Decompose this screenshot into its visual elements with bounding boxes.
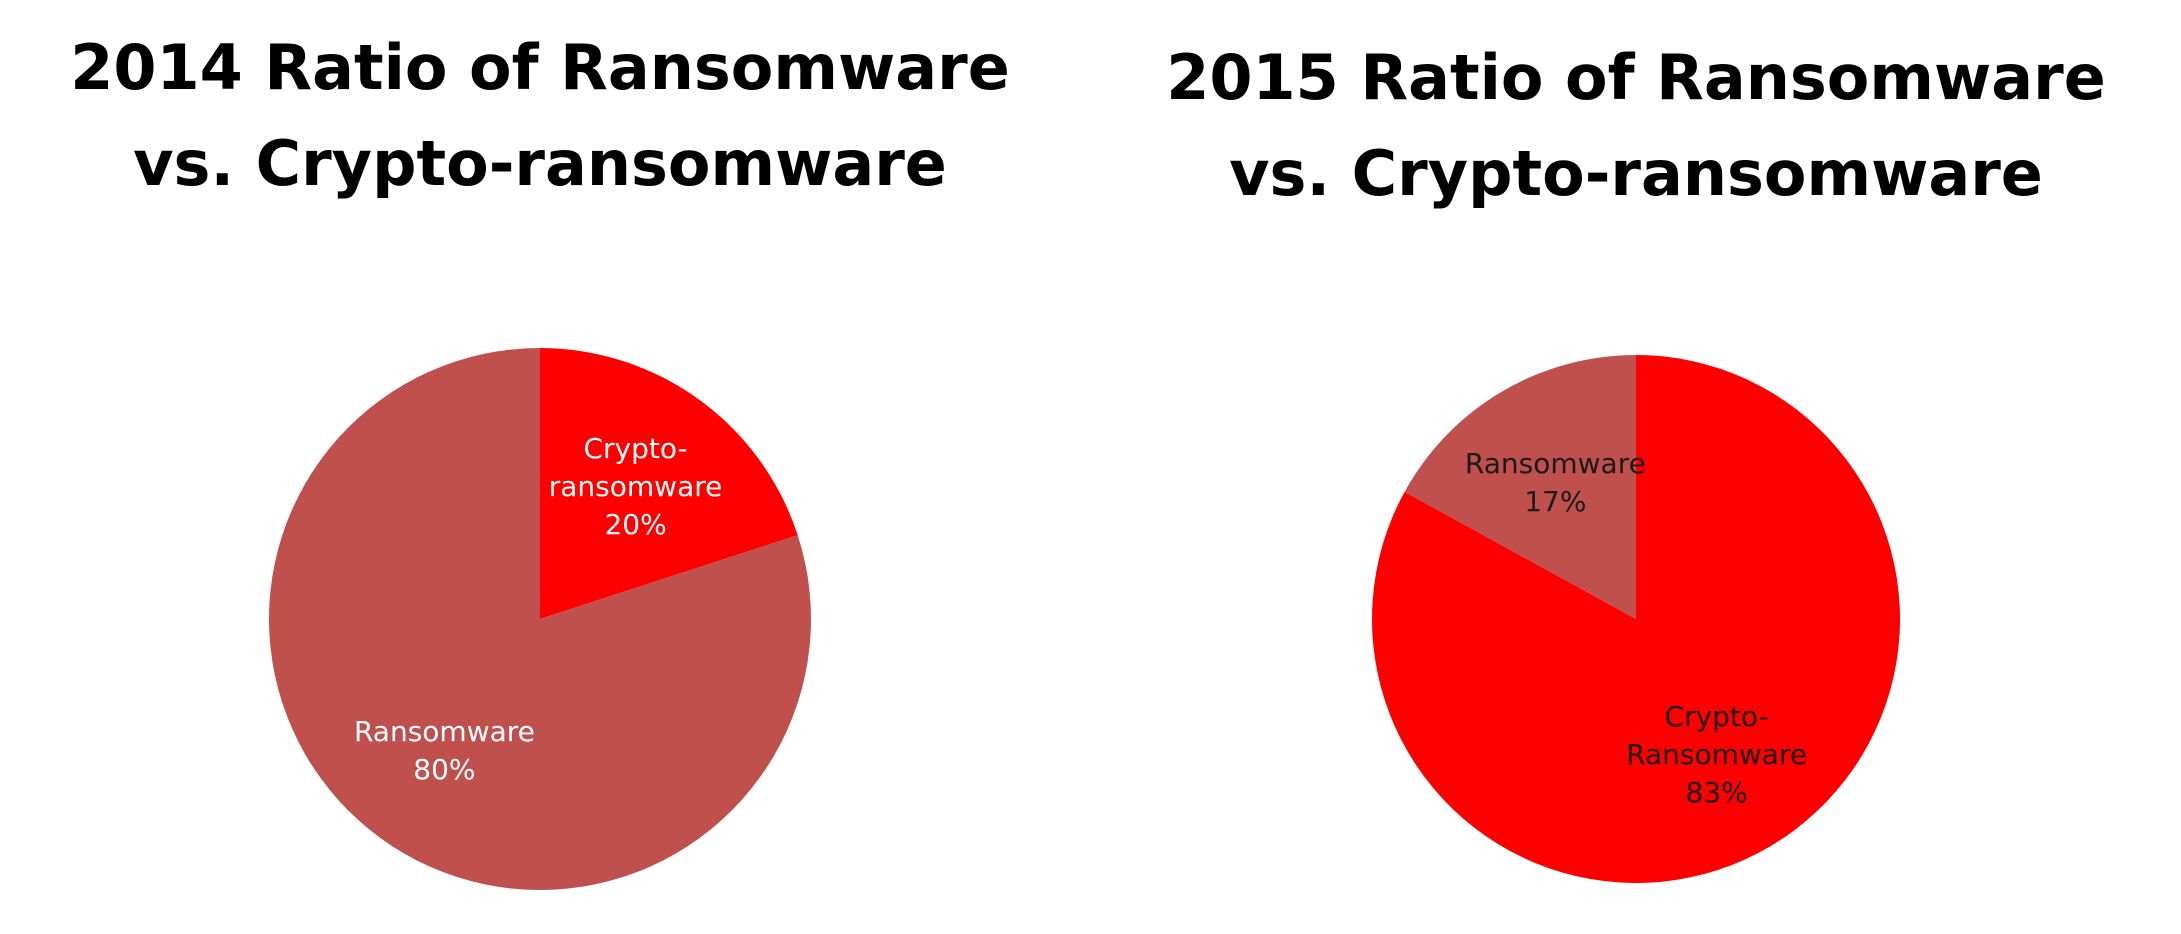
value-label: 83%: [1685, 776, 1748, 810]
category-label: Ransomware: [353, 714, 535, 748]
slice-label: Crypto-Ransomware 83%: [1622, 698, 1812, 812]
chart-title: 2015 Ratio of Ransomware vs. Crypto-rans…: [1166, 41, 2106, 210]
category-label: Ransomware: [1464, 446, 1646, 480]
value-label: 17%: [1524, 484, 1587, 518]
category-label: Crypto-Ransomware: [1626, 700, 1808, 772]
category-label: Crypto-ransomware: [548, 432, 723, 504]
value-label: 80%: [413, 752, 476, 786]
slice-label: Ransomware 17%: [1460, 445, 1650, 521]
pie-slice: [268, 348, 812, 890]
pie-slice: [540, 348, 798, 619]
slice-label: Ransomware 80%: [349, 713, 539, 789]
slice-label: Crypto-ransomware 20%: [541, 430, 731, 544]
value-label: 20%: [604, 508, 667, 542]
pie-slice: [1404, 355, 1636, 619]
chart-title: 2014 Ratio of Ransomware vs. Crypto-rans…: [70, 31, 1010, 200]
